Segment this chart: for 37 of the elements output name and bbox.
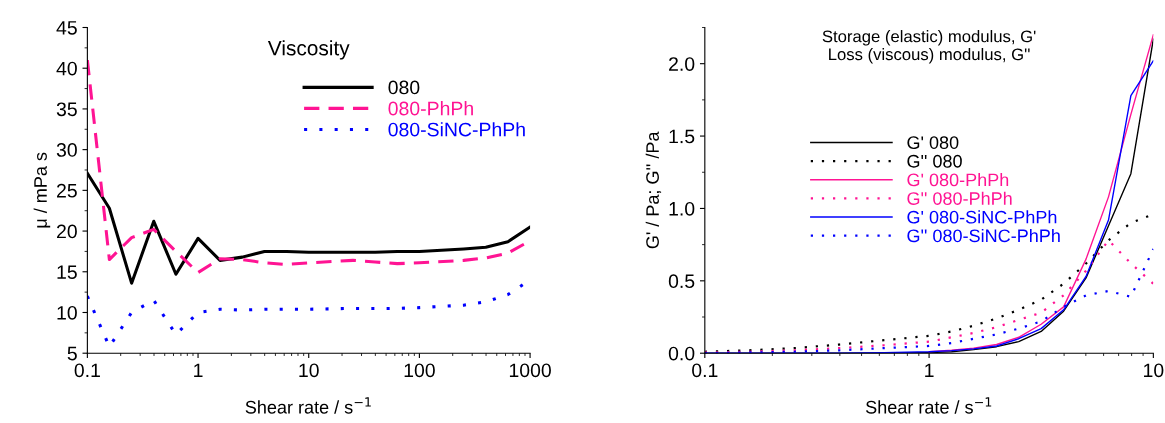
legend-label: G'' 080-PhPh [907,191,1012,205]
y-tick-label: 20 [57,224,77,239]
y-tick-label: 45 [56,21,77,35]
y-tick-label: 5 [67,346,77,361]
text: Storage (elastic) modulus, G' Loss (viscous) modulus, G'' [822,30,1036,64]
legend-label: G' 080 [907,136,959,149]
y-tick-label: 0.0 [668,346,695,361]
x-axis-title: Shear rate / s$^{−1}$ [865,397,992,414]
legend-label: 080-PhPh [388,101,473,116]
y-tick-label: 2.0 [669,57,695,71]
y-tick-label: 1.0 [669,201,695,216]
y-tick-label: 10 [57,305,77,320]
legend-label: G' 080-PhPh [907,173,1009,187]
legend-label: 080-SiNC-PhPh [388,122,525,137]
y-tick-label: 25 [57,183,77,198]
x-tick-label: 10 [299,363,319,378]
x-tick-label: 0.1 [74,363,100,378]
y-tick-label: 1.5 [669,129,695,144]
x-tick-label: 1 [194,363,203,378]
y-axis-title: G' / Pa; G'' /Pa [645,131,662,249]
x-tick-label: 1 [925,363,934,378]
y-tick-label: 35 [56,102,77,117]
legend-label: G'' 080-SiNC-PhPh [907,228,1060,243]
x-tick-label: 0.1 [692,363,718,378]
text: Viscosity [267,40,350,60]
legend-label: G' 080-SiNC-PhPh [907,210,1057,224]
x-axis-title: Shear rate / s$^{−1}$ [245,397,371,414]
y-tick-label: 0.5 [668,274,695,289]
legend-label: 080 [388,80,420,95]
x-tick-label: 1000 [509,363,551,378]
y-tick-label: 30 [56,143,77,157]
x-tick-label: 100 [404,363,435,378]
y-tick-label: 40 [56,61,77,76]
legend-label: G'' 080 [907,154,962,168]
y-tick-label: 15 [57,265,77,280]
x-tick-label: 10 [1144,363,1164,378]
y-axis-title: μ / mPa s [33,152,51,228]
